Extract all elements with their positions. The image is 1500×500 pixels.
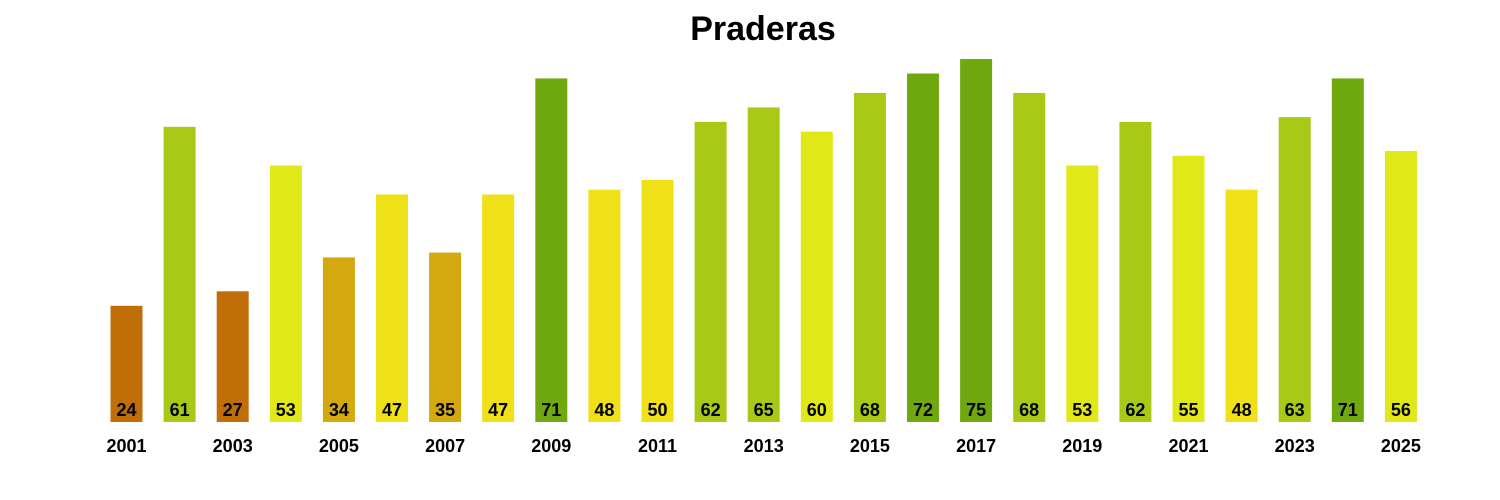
value-label-2008: 47	[488, 400, 508, 420]
bar-2002	[163, 126, 196, 423]
bars-layer	[110, 59, 1417, 423]
value-label-2024: 71	[1338, 400, 1358, 420]
chart-title: Praderas	[690, 10, 836, 48]
bar-2006	[376, 194, 408, 422]
value-label-2009: 71	[541, 400, 561, 420]
bar-2008	[482, 194, 515, 422]
value-label-2012: 62	[701, 400, 721, 420]
bar-2016	[907, 73, 939, 422]
value-label-2005: 34	[329, 400, 349, 420]
value-label-2001: 24	[116, 400, 136, 420]
x-tick-label-2007: 2007	[425, 436, 465, 456]
value-label-2016: 72	[913, 400, 933, 420]
bar-2015	[853, 92, 886, 423]
value-label-2025: 56	[1391, 400, 1411, 420]
bar-2010	[588, 189, 621, 422]
x-tick-label-2005: 2005	[319, 436, 359, 456]
x-tick-label-2017: 2017	[956, 436, 996, 456]
bar-2012	[694, 121, 727, 423]
bar-2014	[800, 131, 833, 422]
value-label-2002: 61	[170, 400, 190, 420]
bar-2025	[1384, 151, 1417, 422]
bar-2020	[1119, 121, 1152, 423]
value-label-2020: 62	[1125, 400, 1145, 420]
bar-2022	[1225, 189, 1258, 422]
bar-2009	[535, 78, 568, 423]
bar-2017	[960, 59, 993, 422]
x-tick-label-2001: 2001	[106, 436, 146, 456]
x-tick-label-2021: 2021	[1168, 436, 1208, 456]
x-tick-label-2025: 2025	[1381, 436, 1421, 456]
bar-2003	[216, 291, 249, 422]
value-label-2011: 50	[647, 400, 667, 420]
value-label-2006: 47	[382, 400, 402, 420]
x-tick-label-2019: 2019	[1062, 436, 1102, 456]
x-axis-tick-labels: 2001 2003 2005 2007 2009 2011 2013 2015 2017 2019…	[106, 436, 1420, 456]
bar-2004	[269, 165, 302, 422]
value-label-2023: 63	[1285, 400, 1305, 420]
bar-2013	[747, 107, 780, 423]
value-label-2013: 65	[754, 400, 774, 420]
value-labels-layer: 24 61 27 53 34 47 35 47 71 48 50 62 65 60 68 72 75 68 53 62…	[116, 400, 1410, 420]
x-tick-label-2023: 2023	[1275, 436, 1315, 456]
bar-2007	[429, 252, 462, 422]
bar-2011	[641, 180, 674, 422]
value-label-2021: 55	[1178, 400, 1198, 420]
x-tick-label-2011: 2011	[638, 436, 677, 456]
bar-2018	[1013, 92, 1046, 423]
x-tick-label-2009: 2009	[531, 436, 571, 456]
value-label-2019: 53	[1072, 400, 1092, 420]
value-label-2014: 60	[807, 400, 827, 420]
value-label-2010: 48	[594, 400, 614, 420]
bar-2005	[322, 257, 355, 422]
value-label-2015: 68	[860, 400, 880, 420]
value-label-2003: 27	[223, 400, 243, 420]
value-label-2017: 75	[966, 400, 986, 420]
x-tick-label-2015: 2015	[850, 436, 890, 456]
value-label-2007: 35	[435, 400, 455, 420]
value-label-2018: 68	[1019, 400, 1039, 420]
bar-2021	[1172, 155, 1205, 423]
value-label-2004: 53	[276, 400, 296, 420]
bar-2001	[110, 305, 143, 422]
x-tick-label-2013: 2013	[744, 436, 784, 456]
bar-2019	[1066, 165, 1099, 422]
x-tick-label-2003: 2003	[213, 436, 253, 456]
bar-2023	[1278, 117, 1311, 422]
bar-2024	[1331, 78, 1364, 423]
value-label-2022: 48	[1232, 400, 1252, 420]
